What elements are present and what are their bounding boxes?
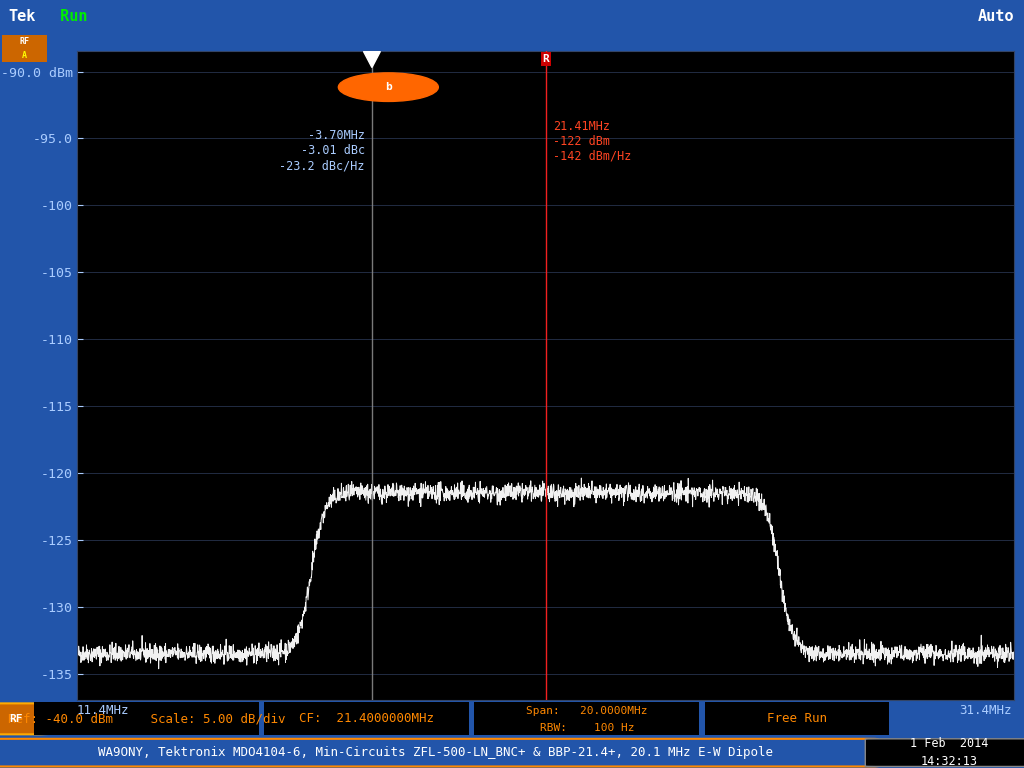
- Text: 1 Feb  2014
14:32:13: 1 Feb 2014 14:32:13: [910, 737, 988, 768]
- Text: Free Run: Free Run: [767, 713, 826, 725]
- Text: CF:  21.4000000MHz: CF: 21.4000000MHz: [299, 713, 434, 725]
- Text: R: R: [543, 54, 549, 65]
- Text: 31.4MHz: 31.4MHz: [959, 704, 1012, 717]
- Text: -3.70MHz
-3.01 dBc
-23.2 dBc/Hz: -3.70MHz -3.01 dBc -23.2 dBc/Hz: [280, 129, 365, 172]
- FancyBboxPatch shape: [865, 739, 1024, 766]
- Text: Ref: -40.0 dBm     Scale: 5.00 dB/div: Ref: -40.0 dBm Scale: 5.00 dB/div: [8, 713, 285, 725]
- Text: RF: RF: [9, 713, 24, 724]
- Text: RF: RF: [19, 38, 30, 46]
- Polygon shape: [364, 51, 380, 68]
- FancyBboxPatch shape: [0, 703, 51, 734]
- Text: Auto: Auto: [977, 9, 1014, 25]
- Text: RBW:    100 Hz: RBW: 100 Hz: [540, 723, 634, 733]
- Text: 21.41MHz
-122 dBm
-142 dBm/Hz: 21.41MHz -122 dBm -142 dBm/Hz: [553, 120, 631, 163]
- Text: Run: Run: [51, 9, 88, 25]
- Circle shape: [338, 73, 438, 101]
- Text: Tek: Tek: [8, 9, 36, 25]
- FancyBboxPatch shape: [705, 702, 889, 736]
- Text: 11.4MHz: 11.4MHz: [77, 704, 129, 717]
- Text: b: b: [385, 82, 392, 92]
- FancyBboxPatch shape: [474, 702, 699, 736]
- FancyBboxPatch shape: [34, 702, 259, 736]
- FancyBboxPatch shape: [264, 702, 469, 736]
- Text: Span:   20.0000MHz: Span: 20.0000MHz: [526, 706, 647, 716]
- FancyBboxPatch shape: [0, 739, 878, 766]
- Text: WA9ONY, Tektronix MDO4104-6, Min-Circuits ZFL-500-LN_BNC+ & BBP-21.4+, 20.1 MHz : WA9ONY, Tektronix MDO4104-6, Min-Circuit…: [97, 746, 773, 759]
- Text: A: A: [23, 51, 27, 60]
- FancyBboxPatch shape: [2, 35, 47, 61]
